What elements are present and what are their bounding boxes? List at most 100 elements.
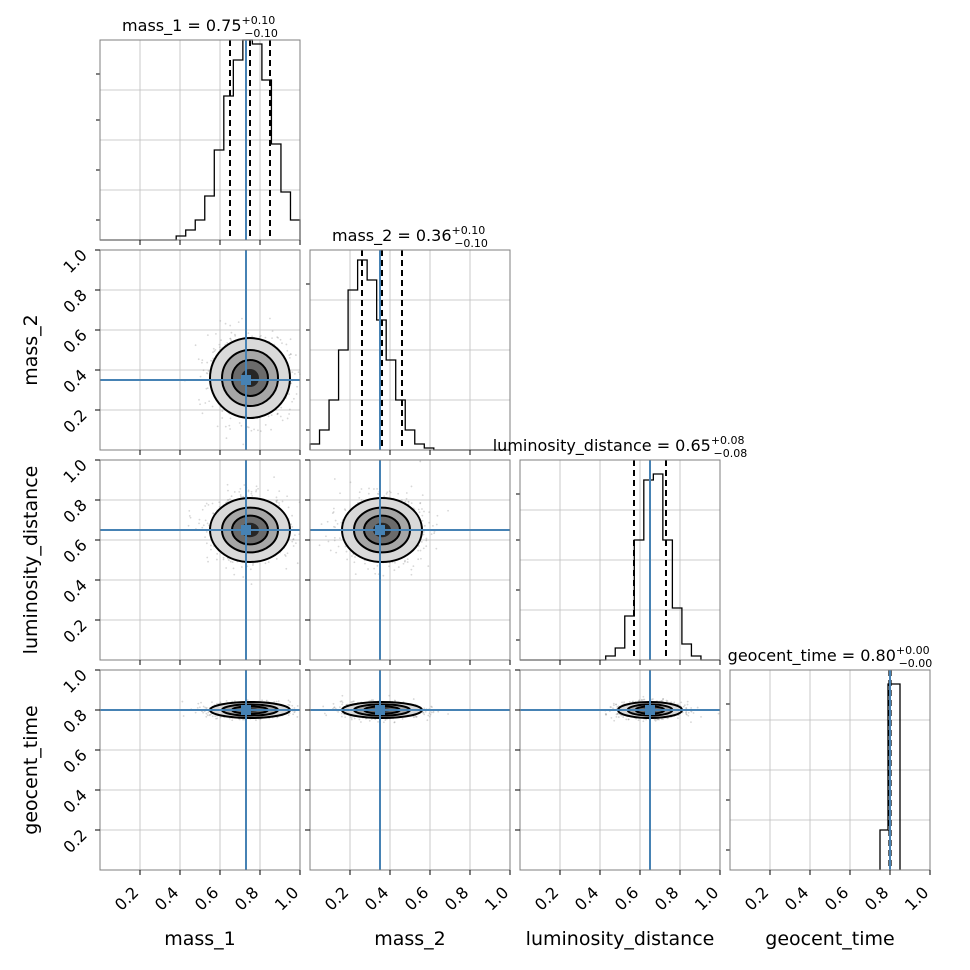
sample-point xyxy=(275,499,278,502)
sample-point xyxy=(435,547,438,550)
sample-point xyxy=(199,375,202,378)
sample-point xyxy=(251,494,254,497)
sample-point xyxy=(271,330,274,332)
sample-point xyxy=(288,393,290,395)
sample-point xyxy=(205,530,208,533)
sample-point xyxy=(402,562,405,565)
sample-point xyxy=(407,500,410,503)
sample-point xyxy=(230,495,233,498)
sample-point xyxy=(220,339,223,342)
panel-title-mass_2: mass_2 = 0.36+0.10 −0.10 xyxy=(332,224,488,250)
sample-point xyxy=(219,319,222,322)
sample-point xyxy=(278,490,281,493)
sample-point xyxy=(276,413,279,416)
sample-point xyxy=(294,534,296,537)
sample-point xyxy=(206,334,209,337)
grid xyxy=(520,509,720,611)
sample-point xyxy=(332,702,335,705)
sample-point xyxy=(332,507,335,510)
sample-point xyxy=(295,393,298,395)
sample-point xyxy=(410,573,413,576)
sample-point xyxy=(320,523,323,526)
sample-point xyxy=(206,361,209,364)
y-tick-label: 1.0 xyxy=(59,245,90,276)
sample-point xyxy=(275,501,278,504)
sample-point xyxy=(202,705,205,708)
sample-point xyxy=(435,523,438,526)
sample-point xyxy=(351,700,354,703)
sample-point xyxy=(290,523,293,526)
sample-point xyxy=(210,359,212,362)
truth-point xyxy=(241,375,251,385)
sample-point xyxy=(242,576,245,578)
sample-point xyxy=(205,712,208,715)
sample-point xyxy=(422,711,425,714)
sample-point xyxy=(420,557,422,560)
sample-point xyxy=(225,567,228,569)
sample-point xyxy=(216,425,219,428)
sample-point xyxy=(212,347,215,350)
sample-point xyxy=(292,538,295,540)
sample-point xyxy=(288,408,291,411)
sample-point xyxy=(206,556,209,559)
sample-point xyxy=(367,568,369,570)
sample-point xyxy=(257,487,259,490)
sample-point xyxy=(210,544,212,547)
sample-point xyxy=(412,698,415,700)
sample-point xyxy=(341,703,344,706)
sample-point xyxy=(447,509,449,512)
sample-point xyxy=(252,562,255,565)
sample-point xyxy=(420,540,423,543)
sample-point xyxy=(201,508,204,511)
sample-point xyxy=(339,706,341,709)
sample-point xyxy=(218,506,221,508)
sample-point xyxy=(339,537,341,540)
sample-point xyxy=(226,499,229,501)
sample-point xyxy=(222,556,225,559)
sample-point xyxy=(373,488,375,490)
panel-mass_1-vs-mass_1: mass_1 = 0.75+0.10 −0.10 xyxy=(96,14,301,245)
sample-point xyxy=(255,485,258,488)
panel-luminosity_distance-vs-luminosity_distance: luminosity_distance = 0.65+0.08 −0.08 xyxy=(493,434,747,665)
sample-point xyxy=(276,499,279,502)
sample-point xyxy=(228,424,231,427)
sample-point xyxy=(211,405,214,408)
sample-point xyxy=(250,429,253,432)
sample-point xyxy=(237,321,240,324)
sample-point xyxy=(289,353,292,356)
y-tick-label: 0.2 xyxy=(59,825,90,856)
sample-point xyxy=(428,521,431,524)
sample-point xyxy=(208,400,211,403)
sample-point xyxy=(293,372,296,375)
sample-point xyxy=(227,489,229,492)
sample-point xyxy=(417,549,420,552)
sample-point xyxy=(267,489,269,492)
sample-point xyxy=(275,558,278,560)
sample-point xyxy=(388,694,391,697)
sample-point xyxy=(275,496,278,499)
sample-point xyxy=(239,494,242,496)
sample-point xyxy=(325,535,327,538)
sample-point xyxy=(201,361,203,364)
sample-point xyxy=(221,410,224,413)
sample-point xyxy=(198,398,200,401)
sample-point xyxy=(205,372,208,374)
sample-point xyxy=(292,538,295,541)
sample-point xyxy=(382,574,385,577)
sample-point xyxy=(372,699,375,702)
sample-point xyxy=(297,371,300,374)
sample-point xyxy=(296,562,299,565)
panel-frame xyxy=(99,39,301,241)
sample-point xyxy=(286,349,289,352)
sample-point xyxy=(354,573,357,576)
sample-point xyxy=(340,715,343,718)
sample-point xyxy=(216,717,219,720)
sample-point xyxy=(637,719,640,722)
sample-point xyxy=(421,494,424,497)
sample-point xyxy=(250,492,253,495)
y-tick-label: 1.0 xyxy=(59,455,90,486)
sample-point xyxy=(215,558,218,561)
sample-point xyxy=(233,573,236,576)
sample-point xyxy=(204,402,207,404)
sample-point xyxy=(205,715,208,718)
